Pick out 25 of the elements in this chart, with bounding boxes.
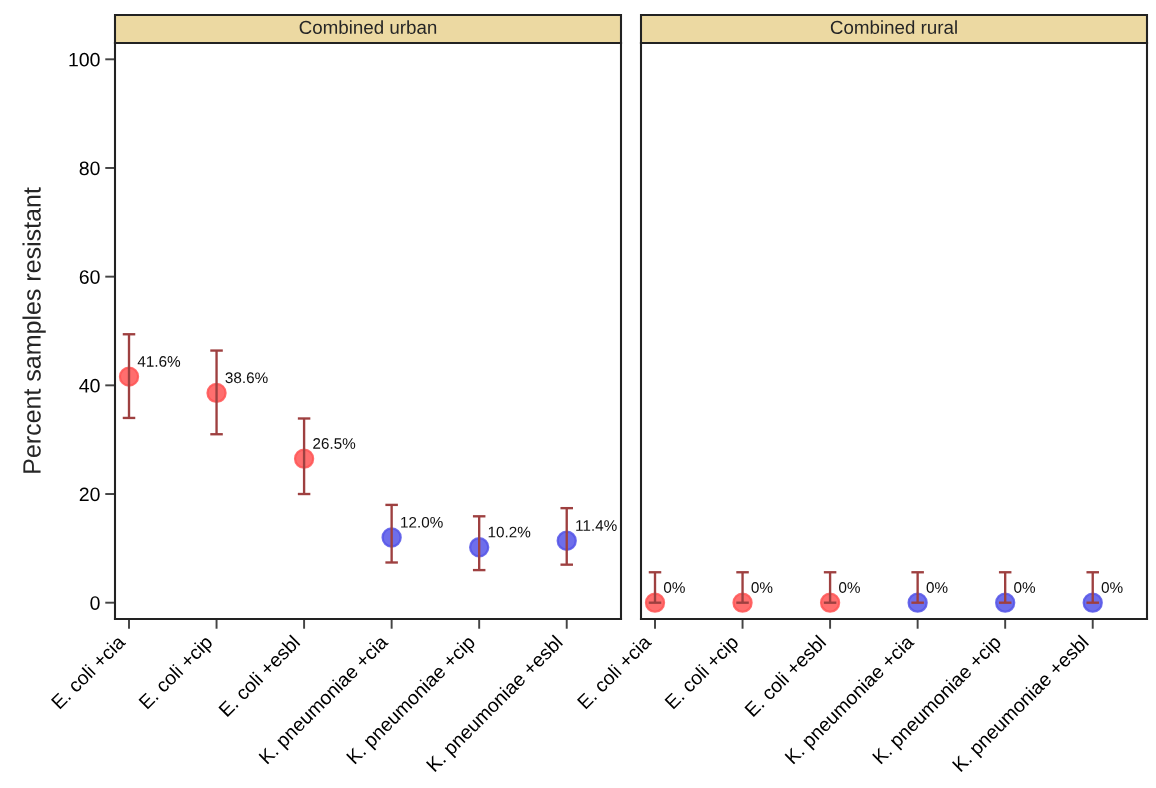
data-label: 26.5% xyxy=(313,438,356,449)
data-label: 0% xyxy=(663,582,685,593)
data-label: 0% xyxy=(839,582,860,593)
y-tick-label: 60 xyxy=(79,270,100,284)
y-axis-title: Percent samples resistant xyxy=(22,187,46,473)
data-label: 38.6% xyxy=(225,372,268,384)
data-label: 0% xyxy=(1014,582,1036,593)
y-tick-label: 80 xyxy=(79,161,100,176)
x-tick-label: E. coli +cip xyxy=(137,634,216,713)
data-label: 0% xyxy=(1101,582,1123,593)
y-tick-label: 100 xyxy=(69,52,100,67)
y-tick-label: 0 xyxy=(90,596,100,610)
chart-title: Combined urban xyxy=(299,20,437,35)
chart-title: Combined rural xyxy=(830,20,957,35)
y-tick-label: 40 xyxy=(79,378,100,393)
y-tick-label: 20 xyxy=(79,487,100,502)
x-tick-label: E. coli +cia xyxy=(576,633,653,710)
data-label: 11.4% xyxy=(576,520,617,531)
data-label: 0% xyxy=(751,582,773,593)
x-tick-label: E. coli +cip xyxy=(663,634,742,713)
data-label: 41.6% xyxy=(137,356,181,367)
data-label: 12.0% xyxy=(401,516,443,528)
x-tick-label: E. coli +cia xyxy=(50,633,127,710)
data-label: 10.2% xyxy=(488,526,531,538)
data-label: 0% xyxy=(926,582,948,593)
